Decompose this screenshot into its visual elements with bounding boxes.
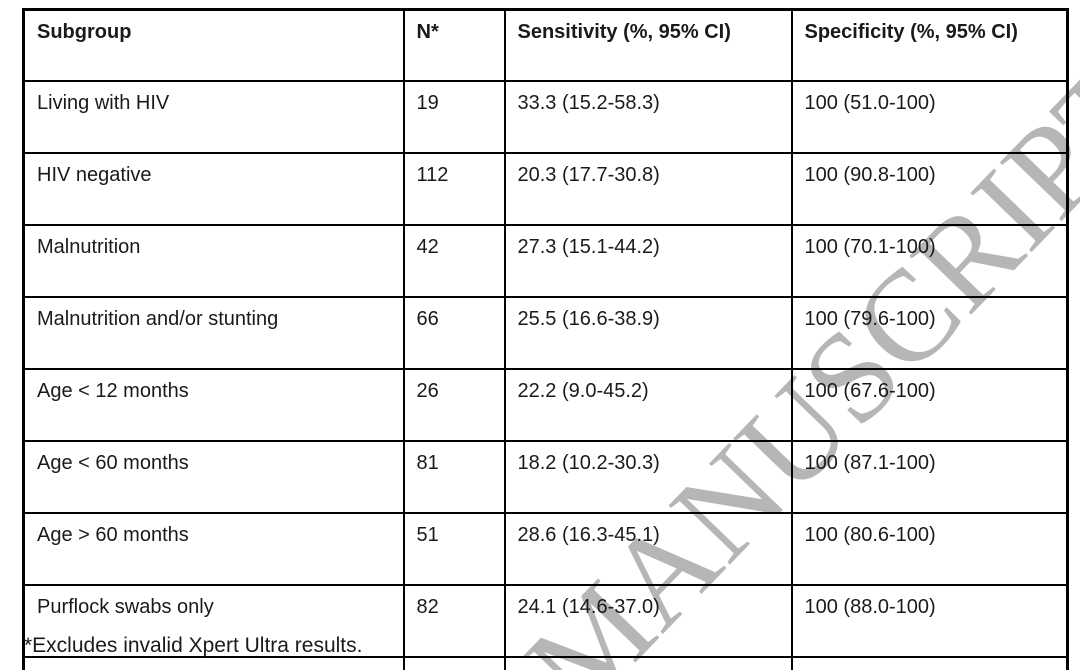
cell-specificity: 100 (88.0-100) — [790, 584, 1069, 658]
cell-n: 26 — [402, 368, 506, 442]
cell-sensitivity: 19.4 (9.8-35.0) — [503, 656, 793, 670]
cell-subgroup: Age > 60 months — [22, 512, 405, 586]
col-header-sensitivity: Sensitivity (%, 95% CI) — [503, 8, 793, 82]
cell-sensitivity: 25.5 (16.6-38.9) — [503, 296, 793, 370]
cell-sensitivity: 28.6 (16.3-45.1) — [503, 512, 793, 586]
table-row: Age < 12 months 26 22.2 (9.0-45.2) 100 (… — [22, 368, 1069, 442]
cell-sensitivity: 22.2 (9.0-45.2) — [503, 368, 793, 442]
cell-sensitivity: 20.3 (17.7-30.8) — [503, 152, 793, 226]
col-header-subgroup: Subgroup — [22, 8, 405, 82]
subgroup-results-table: Subgroup N* Sensitivity (%, 95% CI) Spec… — [22, 8, 1069, 670]
cell-subgroup: Malnutrition — [22, 224, 405, 298]
col-header-specificity: Specificity (%, 95% CI) — [790, 8, 1069, 82]
table-header-row: Subgroup N* Sensitivity (%, 95% CI) Spec… — [22, 8, 1069, 82]
cell-specificity: 100 (79.6-100) — [790, 296, 1069, 370]
cell-subgroup: Age < 60 months — [22, 440, 405, 514]
cell-sensitivity: 27.3 (15.1-44.2) — [503, 224, 793, 298]
cell-subgroup: Living with HIV — [22, 80, 405, 154]
table-row: Living with HIV 19 33.3 (15.2-58.3) 100 … — [22, 80, 1069, 154]
table-row: Malnutrition and/or stunting 66 25.5 (16… — [22, 296, 1069, 370]
cell-subgroup: HIV negative — [22, 152, 405, 226]
cell-n: 42 — [402, 224, 506, 298]
table-row: Age > 60 months 51 28.6 (16.3-45.1) 100 … — [22, 512, 1069, 586]
cell-subgroup: Age < 12 months — [22, 368, 405, 442]
cell-subgroup: Purflock swabs only — [22, 584, 405, 658]
table-row: Malnutrition 42 27.3 (15.1-44.2) 100 (70… — [22, 224, 1069, 298]
table-row: HIV negative 112 20.3 (17.7-30.8) 100 (9… — [22, 152, 1069, 226]
cell-n: 51 — [402, 512, 506, 586]
cell-sensitivity: 33.3 (15.2-58.3) — [503, 80, 793, 154]
cell-specificity: 100 (67.6-100) — [790, 368, 1069, 442]
cell-subgroup: COPAN FLOQSwabs only — [22, 656, 405, 670]
cell-specificity: 100 (80.6-100) — [790, 512, 1069, 586]
table-row: Age < 60 months 81 18.2 (10.2-30.3) 100 … — [22, 440, 1069, 514]
table-row: Purflock swabs only 82 24.1 (14.6-37.0) … — [22, 584, 1069, 658]
cell-specificity: 100 (78.5-100) — [790, 656, 1069, 670]
cell-specificity: 100 (70.1-100) — [790, 224, 1069, 298]
cell-n: 81 — [402, 440, 506, 514]
cell-n: 66 — [402, 296, 506, 370]
cell-subgroup: Malnutrition and/or stunting — [22, 296, 405, 370]
cell-n: 112 — [402, 152, 506, 226]
cell-specificity: 100 (51.0-100) — [790, 80, 1069, 154]
cell-specificity: 100 (87.1-100) — [790, 440, 1069, 514]
cell-specificity: 100 (90.8-100) — [790, 152, 1069, 226]
col-header-n: N* — [402, 8, 506, 82]
table-footnote: *Excludes invalid Xpert Ultra results. — [24, 634, 363, 657]
cell-n: 50 — [402, 656, 506, 670]
cell-n: 82 — [402, 584, 506, 658]
cell-n: 19 — [402, 80, 506, 154]
cell-sensitivity: 24.1 (14.6-37.0) — [503, 584, 793, 658]
cell-sensitivity: 18.2 (10.2-30.3) — [503, 440, 793, 514]
table-row: COPAN FLOQSwabs only 50 19.4 (9.8-35.0) … — [22, 656, 1069, 670]
